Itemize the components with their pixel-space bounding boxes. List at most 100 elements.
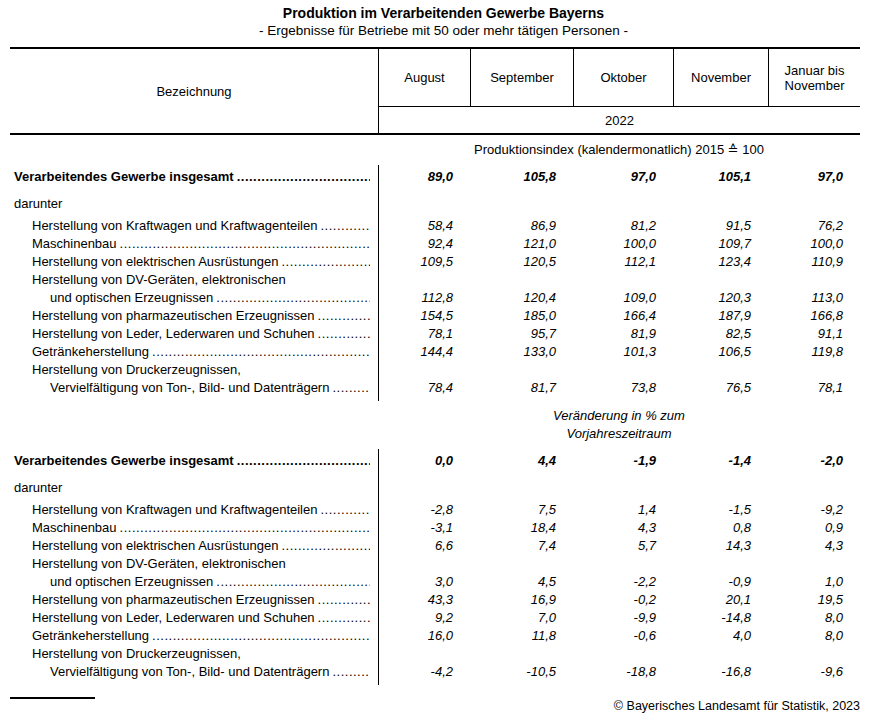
table-row: Vervielfältigung von Ton-, Bild- und Dat… bbox=[10, 663, 860, 681]
cell-value bbox=[768, 479, 860, 497]
row-label-text: Herstellung von Druckerzeugnissen, bbox=[32, 361, 241, 379]
cell-value: 81,7 bbox=[470, 379, 573, 397]
cell-value: 4,3 bbox=[573, 519, 673, 537]
row-label-text: und optischen Erzeugnissen bbox=[50, 289, 213, 307]
cell-value: 101,3 bbox=[573, 343, 673, 361]
cell-value bbox=[768, 195, 860, 213]
cell-value: 11,8 bbox=[470, 627, 573, 645]
table-row: Herstellung von Leder, Lederwaren und Sc… bbox=[10, 609, 860, 627]
row-label: Vervielfältigung von Ton-, Bild- und Dat… bbox=[10, 379, 378, 397]
cell-value bbox=[470, 361, 573, 379]
cell-value bbox=[378, 271, 470, 289]
cell-value: 8,0 bbox=[768, 627, 860, 645]
cell-value: -18,8 bbox=[573, 663, 673, 681]
cell-value: 58,4 bbox=[378, 217, 470, 235]
column-header-september: September bbox=[470, 49, 573, 107]
table-row: Herstellung von Kraftwagen und Kraftwage… bbox=[10, 217, 860, 235]
row-label: Verarbeitendes Gewerbe insgesamt bbox=[10, 165, 378, 189]
cell-value: 1,4 bbox=[573, 501, 673, 519]
cell-value: 81,9 bbox=[573, 325, 673, 343]
row-label: Herstellung von DV-Geräten, elektronisch… bbox=[10, 555, 378, 573]
dot-leader bbox=[216, 289, 370, 307]
cell-value: 112,8 bbox=[378, 289, 470, 307]
cell-value: 119,8 bbox=[768, 343, 860, 361]
dot-leader bbox=[120, 519, 370, 537]
cell-value: 43,3 bbox=[378, 591, 470, 609]
cell-value: 6,6 bbox=[378, 537, 470, 555]
cell-value bbox=[673, 645, 768, 663]
dot-leader bbox=[318, 325, 370, 343]
label-column-header: Bezeichnung bbox=[10, 49, 378, 133]
column-header-label: September bbox=[490, 70, 554, 85]
cell-value: -16,8 bbox=[673, 663, 768, 681]
cell-value: 8,0 bbox=[768, 609, 860, 627]
cell-value: 76,2 bbox=[768, 217, 860, 235]
cell-value: 97,0 bbox=[768, 165, 860, 189]
row-label: und optischen Erzeugnissen bbox=[10, 573, 378, 591]
row-label: Herstellung von pharmazeutischen Erzeugn… bbox=[10, 307, 378, 325]
cell-value: 92,4 bbox=[378, 235, 470, 253]
row-label-text: Herstellung von Leder, Lederwaren und Sc… bbox=[32, 325, 315, 343]
cell-value: 121,0 bbox=[470, 235, 573, 253]
cell-value: -3,1 bbox=[378, 519, 470, 537]
row-label: Vervielfältigung von Ton-, Bild- und Dat… bbox=[10, 663, 378, 681]
section-caption-line: Veränderung in % zum bbox=[378, 407, 860, 425]
cell-value: 105,8 bbox=[470, 165, 573, 189]
cell-value: 0,0 bbox=[378, 449, 470, 473]
document-page: { "title": "Produktion im Verarbeitenden… bbox=[0, 0, 887, 727]
dot-leader bbox=[281, 253, 370, 271]
cell-value bbox=[470, 555, 573, 573]
cell-value: -9,9 bbox=[573, 609, 673, 627]
cell-value: 95,7 bbox=[470, 325, 573, 343]
cell-value: 105,1 bbox=[673, 165, 768, 189]
table-row: Herstellung von Leder, Lederwaren und Sc… bbox=[10, 325, 860, 343]
cell-value: 3,0 bbox=[378, 573, 470, 591]
cell-value bbox=[378, 195, 470, 213]
cell-value: 18,4 bbox=[470, 519, 573, 537]
cell-value: -10,5 bbox=[470, 663, 573, 681]
row-label-text: Verarbeitendes Gewerbe insgesamt bbox=[14, 165, 234, 189]
row-label: Herstellung von elektrischen Ausrüstunge… bbox=[10, 537, 378, 555]
cell-value: 78,1 bbox=[378, 325, 470, 343]
cell-value: -1,9 bbox=[573, 449, 673, 473]
cell-value: 91,1 bbox=[768, 325, 860, 343]
cell-value: 9,2 bbox=[378, 609, 470, 627]
column-header-label: Januar bis November bbox=[783, 63, 847, 93]
table-row: und optischen Erzeugnissen3,04,5-2,2-0,9… bbox=[10, 573, 860, 591]
cell-value: 185,0 bbox=[470, 307, 573, 325]
cell-value: 5,7 bbox=[573, 537, 673, 555]
row-label: Herstellung von Leder, Lederwaren und Sc… bbox=[10, 609, 378, 627]
cell-value: 109,0 bbox=[573, 289, 673, 307]
cell-value: 154,5 bbox=[378, 307, 470, 325]
row-label-text: Maschinenbau bbox=[32, 519, 117, 537]
dot-leader bbox=[318, 307, 370, 325]
cell-value bbox=[470, 479, 573, 497]
section-produktionsindex: Produktionsindex (kalendermonatlich) 201… bbox=[10, 135, 860, 401]
table-header: Bezeichnung August September Oktober Nov… bbox=[10, 47, 860, 135]
cell-value: -0,9 bbox=[673, 573, 768, 591]
cell-value: 78,4 bbox=[378, 379, 470, 397]
table-row: Herstellung von Kraftwagen und Kraftwage… bbox=[10, 501, 860, 519]
table-row: Vervielfältigung von Ton-, Bild- und Dat… bbox=[10, 379, 860, 397]
cell-value: 0,8 bbox=[673, 519, 768, 537]
row-label: Verarbeitendes Gewerbe insgesamt bbox=[10, 449, 378, 473]
cell-value bbox=[470, 645, 573, 663]
cell-value: 4,5 bbox=[470, 573, 573, 591]
cell-value: -1,4 bbox=[673, 449, 768, 473]
title-block: Produktion im Verarbeitenden Gewerbe Bay… bbox=[0, 5, 887, 39]
dot-leader bbox=[318, 591, 370, 609]
cell-value: 166,4 bbox=[573, 307, 673, 325]
cell-value: 123,4 bbox=[673, 253, 768, 271]
section-caption-line: Vorjahreszeitraum bbox=[378, 425, 860, 443]
dot-leader bbox=[332, 663, 370, 681]
dot-leader bbox=[281, 537, 370, 555]
row-label-text: Herstellung von DV-Geräten, elektronisch… bbox=[32, 555, 286, 573]
dot-leader bbox=[152, 627, 370, 645]
cell-value: 144,4 bbox=[378, 343, 470, 361]
table-row: Herstellung von elektrischen Ausrüstunge… bbox=[10, 253, 860, 271]
cell-value: -2,2 bbox=[573, 573, 673, 591]
cell-value bbox=[768, 645, 860, 663]
cell-value bbox=[470, 195, 573, 213]
cell-value: 120,3 bbox=[673, 289, 768, 307]
cell-value: 120,5 bbox=[470, 253, 573, 271]
